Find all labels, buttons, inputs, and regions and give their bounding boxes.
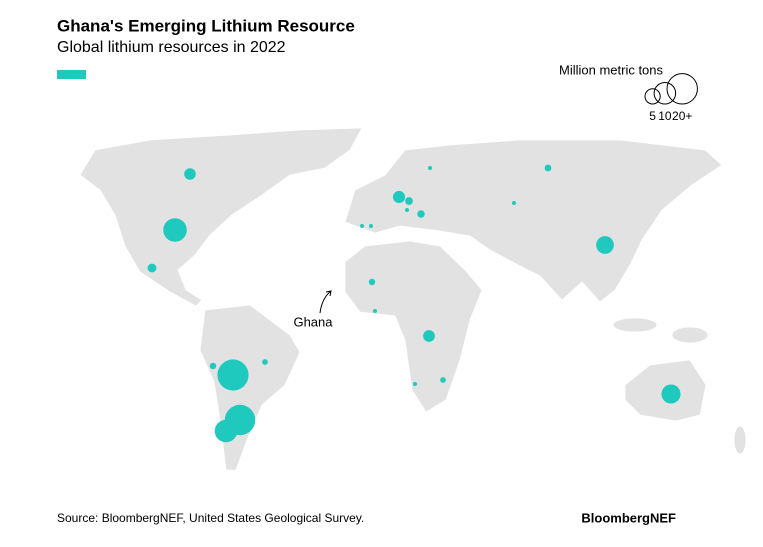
annotation-arrow xyxy=(319,290,332,314)
bubble xyxy=(373,309,377,313)
legend-circle xyxy=(666,73,698,105)
bubble xyxy=(405,197,413,205)
bubble xyxy=(392,190,406,204)
bubble xyxy=(423,330,435,342)
color-swatch xyxy=(57,70,86,79)
islands xyxy=(612,317,658,333)
bubble xyxy=(417,210,425,218)
africa xyxy=(344,240,483,413)
bubble xyxy=(369,224,373,228)
legend-circle xyxy=(644,88,661,105)
islands xyxy=(733,425,747,455)
bubble xyxy=(512,201,516,205)
bubble xyxy=(360,224,364,228)
bubble xyxy=(209,362,217,370)
brand: BloombergNEF xyxy=(581,510,676,525)
bubble xyxy=(596,236,614,254)
bubble xyxy=(217,359,249,391)
bubble xyxy=(368,278,376,286)
world-map xyxy=(79,127,747,471)
legend-circle xyxy=(653,81,677,105)
bubble xyxy=(224,404,256,436)
bubble xyxy=(262,359,268,365)
bubble xyxy=(440,377,446,383)
legend-label: 10 xyxy=(658,109,672,123)
subtitle: Global lithium resources in 2022 xyxy=(57,39,286,56)
bubble xyxy=(163,218,187,242)
legend-title: Million metric tons xyxy=(559,62,664,77)
bubble xyxy=(405,208,409,212)
bubble xyxy=(544,164,552,172)
islands xyxy=(671,326,709,344)
bubble xyxy=(661,384,681,404)
annotation: Ghana xyxy=(293,314,333,329)
bubble xyxy=(147,263,157,273)
eurasia xyxy=(344,139,723,303)
south-america xyxy=(199,304,301,471)
bubble xyxy=(428,166,432,170)
bubble xyxy=(413,382,417,386)
north-america xyxy=(79,127,363,307)
legend-label: 20+ xyxy=(672,109,692,123)
title: Ghana's Emerging Lithium Resource xyxy=(57,16,355,35)
legend-label: 5 xyxy=(649,109,656,123)
bubble xyxy=(184,168,196,180)
source: Source: BloombergNEF, United States Geol… xyxy=(57,511,364,525)
